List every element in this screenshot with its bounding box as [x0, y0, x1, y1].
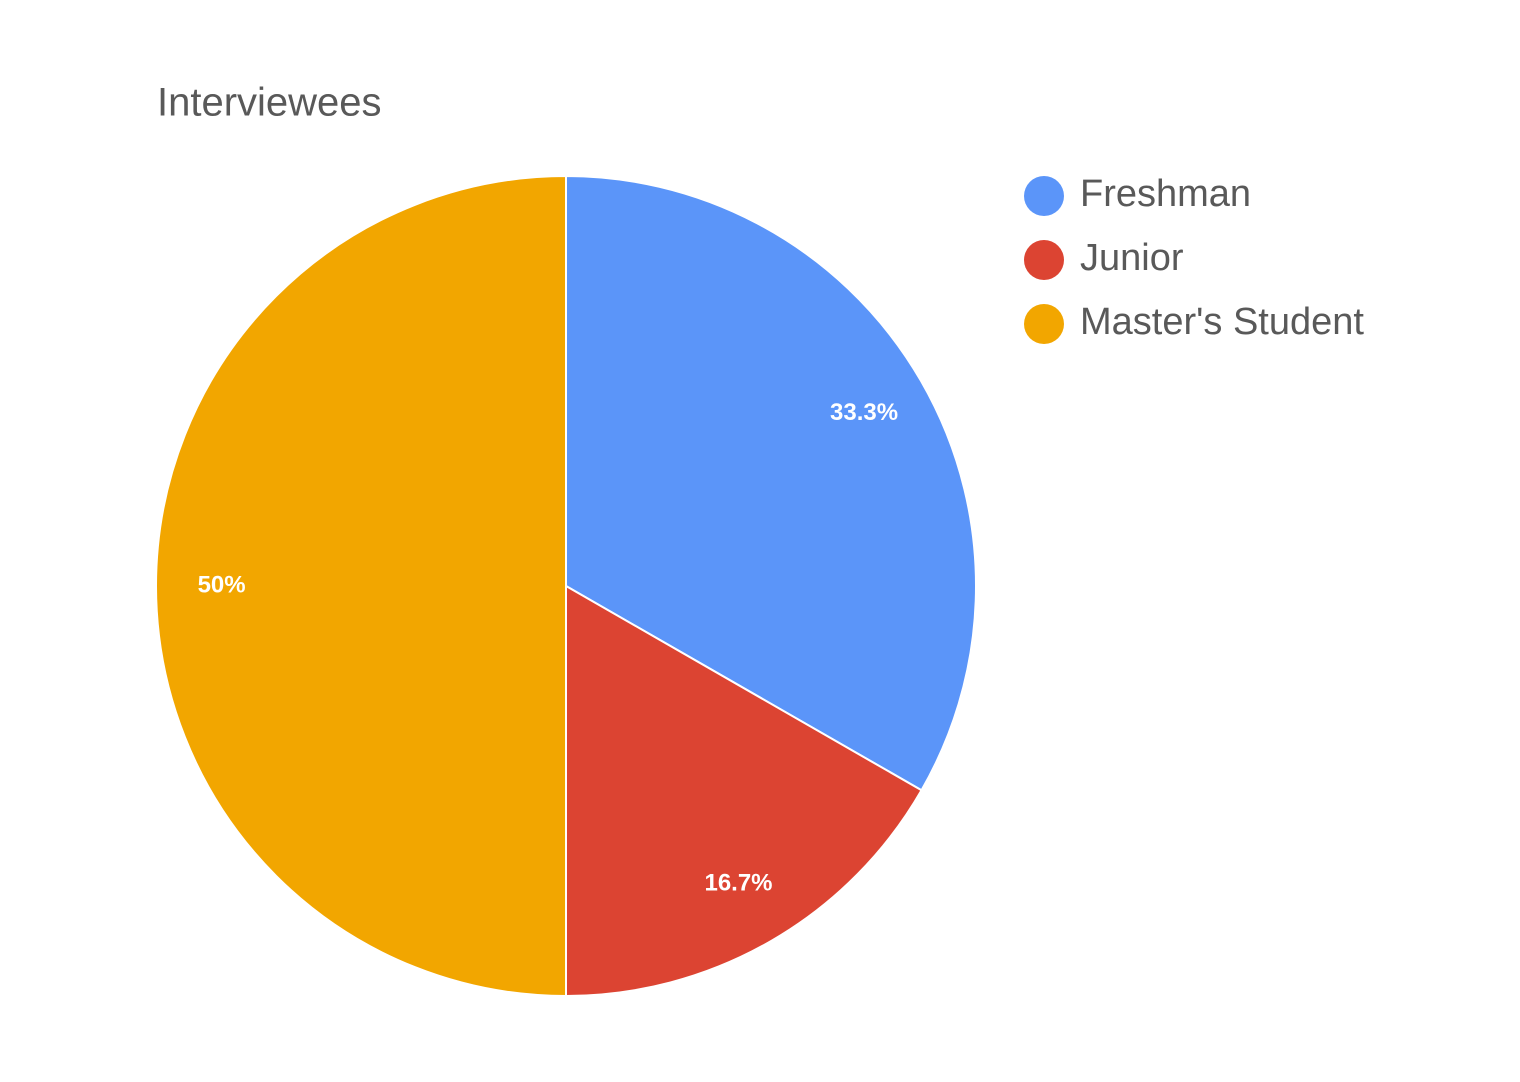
data-label: 16.7% — [704, 869, 772, 896]
legend-label: Freshman — [1080, 173, 1251, 215]
pie-slice — [565, 174, 977, 792]
data-label: 33.3% — [830, 399, 898, 426]
chart-title: Interviewees — [157, 81, 382, 125]
pie-slice — [155, 174, 567, 998]
legend-marker — [1024, 240, 1064, 280]
legend-label: Master's Student — [1080, 301, 1364, 343]
legend-marker — [1024, 304, 1064, 344]
legend-marker — [1024, 176, 1064, 216]
legend-label: Junior — [1080, 237, 1184, 279]
pie-slice — [565, 584, 923, 998]
data-label: 50% — [198, 571, 246, 598]
